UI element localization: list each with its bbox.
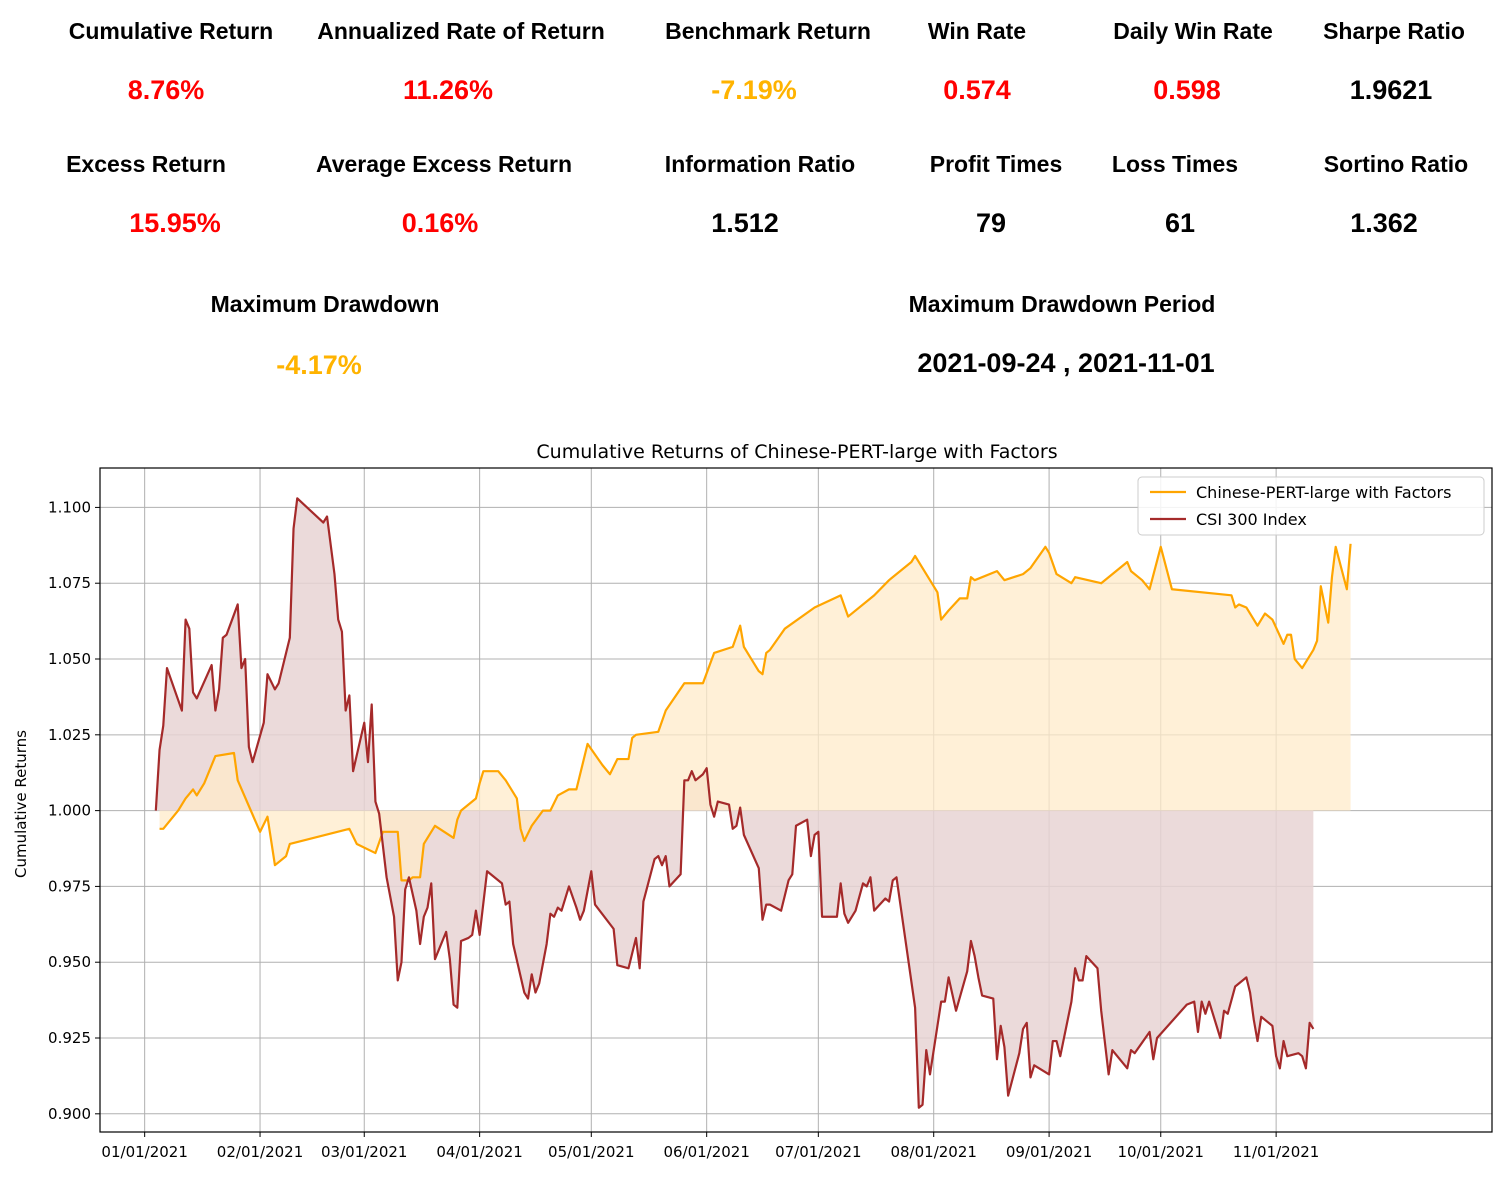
average-excess-return-label: Average Excess Return	[315, 151, 573, 177]
y-tick-label: 1.025	[48, 726, 91, 744]
y-tick-label: 1.075	[48, 574, 91, 592]
x-tick-label: 02/01/2021	[217, 1143, 303, 1161]
y-axis-label: Cumulative Returns	[12, 730, 30, 878]
model-area-fill	[159, 543, 1351, 881]
y-tick-label: 1.000	[48, 802, 91, 820]
loss-times-value: 61	[1164, 208, 1196, 238]
cumulative-return-value: 8.76%	[127, 75, 205, 105]
x-tick-label: 05/01/2021	[548, 1143, 634, 1161]
legend: Chinese-PERT-large with Factors CSI 300 …	[1137, 476, 1485, 536]
y-tick-label: 0.900	[48, 1105, 91, 1123]
y-tick-label: 0.925	[48, 1029, 91, 1047]
x-tick-label: 10/01/2021	[1118, 1143, 1204, 1161]
x-tick-label: 03/01/2021	[321, 1143, 407, 1161]
daily-win-rate-value: 0.598	[1153, 75, 1221, 105]
x-tick-label: 01/01/2021	[101, 1143, 187, 1161]
y-tick-label: 0.975	[48, 877, 91, 895]
information-ratio-value: 1.512	[711, 208, 779, 238]
benchmark-return-label: Benchmark Return	[665, 18, 871, 44]
max-drawdown-period-label: Maximum Drawdown Period	[908, 291, 1216, 317]
y-tick-label: 1.100	[48, 498, 91, 516]
sortino-ratio-value: 1.362	[1350, 208, 1418, 238]
x-tick-label: 08/01/2021	[890, 1143, 976, 1161]
y-tick-label: 1.050	[48, 650, 91, 668]
cumulative-return-label: Cumulative Return	[68, 18, 274, 44]
information-ratio-label: Information Ratio	[664, 151, 856, 177]
max-drawdown-label: Maximum Drawdown	[210, 291, 440, 317]
chart-title: Cumulative Returns of Chinese-PERT-large…	[536, 441, 1057, 463]
win-rate-value: 0.574	[943, 75, 1011, 105]
axis-ticks: 0.900 0.925 0.950 0.975 1.000 1.025 1.050 1.075…	[48, 498, 1319, 1161]
excess-return-label: Excess Return	[66, 151, 226, 177]
benchmark-return-value: -7.19%	[711, 75, 797, 105]
x-tick-label: 09/01/2021	[1006, 1143, 1092, 1161]
x-tick-label: 06/01/2021	[663, 1143, 749, 1161]
x-tick-label: 11/01/2021	[1233, 1143, 1319, 1161]
annualized-return-value: 11.26%	[402, 75, 494, 105]
legend-label-model: Chinese-PERT-large with Factors	[1196, 483, 1451, 502]
series-lines	[154, 497, 1352, 1109]
daily-win-rate-label: Daily Win Rate	[1113, 18, 1273, 44]
win-rate-label: Win Rate	[927, 18, 1027, 44]
benchmark-series-line	[154, 497, 1315, 1109]
profit-times-label: Profit Times	[929, 151, 1063, 177]
sortino-ratio-label: Sortino Ratio	[1323, 151, 1469, 177]
x-tick-label: 04/01/2021	[436, 1143, 522, 1161]
sharpe-ratio-value: 1.9621	[1349, 75, 1433, 105]
sharpe-ratio-label: Sharpe Ratio	[1323, 18, 1465, 44]
profit-times-value: 79	[975, 208, 1007, 238]
area-fills	[155, 498, 1351, 1108]
legend-label-benchmark: CSI 300 Index	[1196, 510, 1307, 529]
annualized-return-label: Annualized Rate of Return	[317, 18, 605, 44]
max-drawdown-value: -4.17%	[276, 350, 362, 380]
max-drawdown-period-value: 2021-09-24 , 2021-11-01	[917, 348, 1215, 378]
plot-frame	[99, 467, 1493, 1133]
legend-box	[1137, 476, 1485, 536]
loss-times-label: Loss Times	[1111, 151, 1239, 177]
y-tick-label: 0.950	[48, 953, 91, 971]
excess-return-value: 15.95%	[129, 208, 221, 238]
model-series-line	[159, 543, 1352, 882]
benchmark-area-fill	[155, 498, 1314, 1108]
cumulative-returns-chart: Cumulative Returns of Chinese-PERT-large…	[12, 441, 1493, 1161]
x-tick-label: 07/01/2021	[775, 1143, 861, 1161]
average-excess-return-value: 0.16%	[401, 208, 479, 238]
